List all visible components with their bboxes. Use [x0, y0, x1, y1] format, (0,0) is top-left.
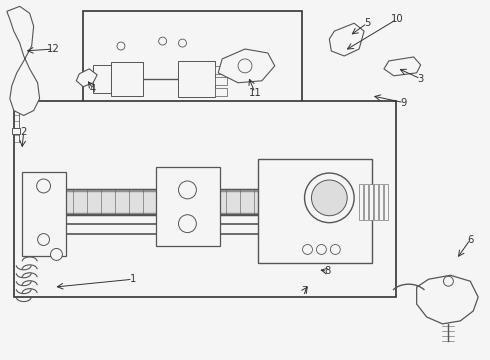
Polygon shape — [218, 49, 275, 83]
Bar — [379, 184, 383, 220]
Circle shape — [117, 42, 125, 50]
Circle shape — [178, 215, 196, 233]
Circle shape — [330, 244, 340, 255]
Bar — [369, 184, 373, 220]
Text: 5: 5 — [364, 18, 370, 28]
Text: 3: 3 — [417, 74, 424, 84]
Circle shape — [302, 244, 313, 255]
Bar — [177, 61, 215, 96]
Circle shape — [238, 59, 252, 73]
Text: 8: 8 — [324, 266, 330, 276]
Bar — [93, 65, 111, 93]
Polygon shape — [7, 6, 40, 116]
Polygon shape — [416, 275, 478, 324]
Text: 11: 11 — [248, 88, 261, 98]
Bar — [32, 190, 285, 214]
Circle shape — [312, 180, 347, 216]
Polygon shape — [76, 69, 97, 87]
Circle shape — [178, 181, 196, 199]
Bar — [12, 129, 20, 134]
Bar — [374, 184, 378, 220]
Bar — [258, 159, 372, 264]
Bar — [215, 77, 227, 85]
Bar — [22, 172, 66, 256]
Bar — [364, 184, 368, 220]
Circle shape — [50, 248, 62, 260]
Bar — [215, 66, 227, 74]
Circle shape — [37, 179, 50, 193]
Text: 2: 2 — [21, 127, 27, 138]
Polygon shape — [384, 57, 420, 76]
Text: 12: 12 — [47, 44, 60, 54]
Text: 4: 4 — [90, 84, 97, 94]
Text: 1: 1 — [130, 274, 136, 284]
Bar — [359, 184, 363, 220]
Bar — [215, 88, 227, 96]
Circle shape — [317, 244, 326, 255]
Bar — [156, 167, 220, 247]
Text: 9: 9 — [401, 98, 407, 108]
Bar — [14, 100, 396, 297]
Circle shape — [178, 39, 187, 47]
Bar — [384, 184, 388, 220]
Text: 10: 10 — [391, 14, 403, 24]
Bar — [111, 62, 143, 96]
Bar — [83, 11, 301, 109]
Circle shape — [305, 173, 354, 223]
Text: 6: 6 — [467, 234, 473, 244]
Polygon shape — [329, 23, 364, 56]
Circle shape — [443, 276, 453, 286]
Circle shape — [159, 37, 167, 45]
Circle shape — [38, 234, 49, 246]
Text: 7: 7 — [301, 286, 308, 296]
